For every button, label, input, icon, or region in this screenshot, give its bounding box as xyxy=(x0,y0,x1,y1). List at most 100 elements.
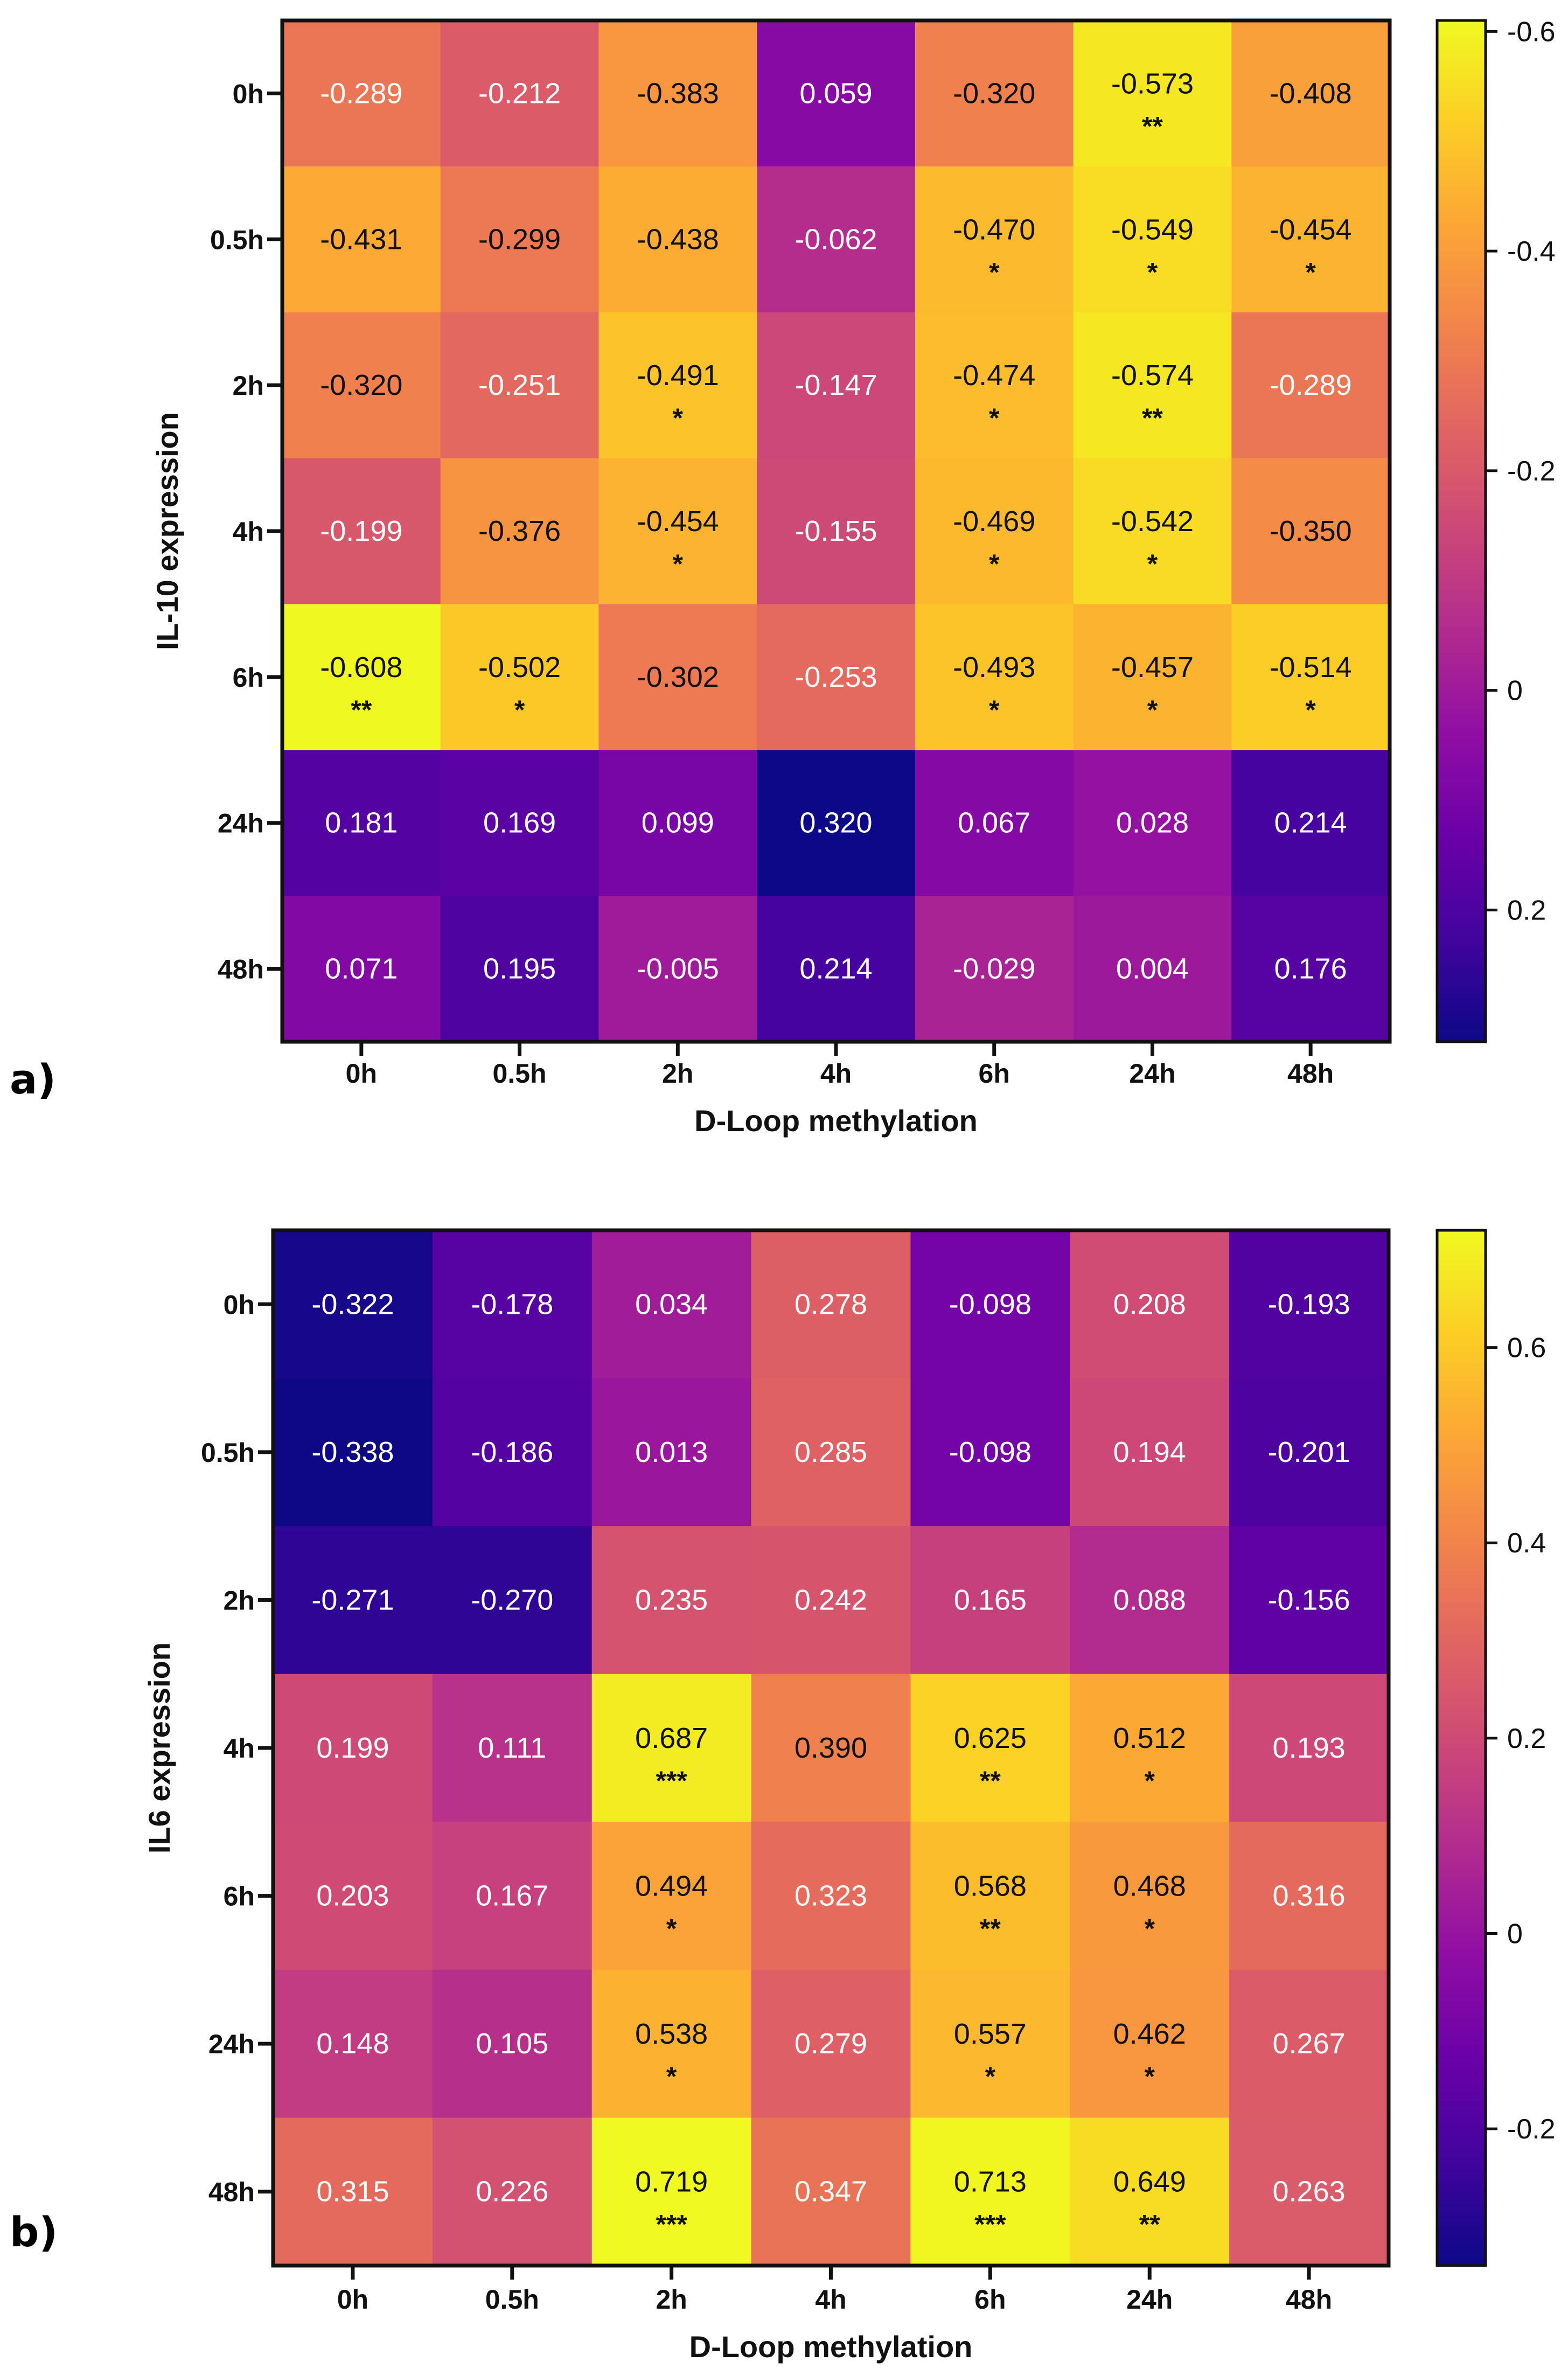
heatmap-cell xyxy=(915,458,1074,604)
heatmap-cell xyxy=(598,604,757,750)
heatmap-cell xyxy=(910,1526,1070,1675)
significance-marker: *** xyxy=(656,1766,687,1796)
heatmap-cell xyxy=(598,166,757,313)
colorbar-tick-label: 0 xyxy=(1507,675,1523,707)
significance-marker: * xyxy=(673,549,684,579)
heatmap-cell xyxy=(757,20,916,167)
heatmap-cell xyxy=(1229,1969,1389,2118)
heatmap-cell xyxy=(282,312,441,459)
cell-value-label: 0.195 xyxy=(483,953,556,985)
y-tick-label: 6h xyxy=(224,1882,255,1912)
cell-value-label: 0.067 xyxy=(958,807,1030,839)
cell-value-label: 0.649 xyxy=(1113,2166,1186,2198)
cell-value-label: 0.148 xyxy=(316,2027,389,2060)
y-tick-label: 2h xyxy=(233,371,264,401)
heatmap-cell xyxy=(440,458,599,604)
significance-marker: * xyxy=(1147,549,1158,579)
cell-value-label: 0.165 xyxy=(954,1584,1027,1616)
cell-value-label: -0.062 xyxy=(795,223,877,255)
y-tick-label: 6h xyxy=(233,663,264,693)
x-tick-label: 48h xyxy=(1286,2284,1332,2315)
significance-marker: * xyxy=(989,549,1000,579)
significance-marker: * xyxy=(1305,695,1316,725)
heatmap-cell xyxy=(273,1969,433,2118)
cell-value-label: -0.201 xyxy=(1268,1436,1350,1468)
heatmap-cell xyxy=(1073,750,1232,896)
colorbar-tick-label: 0 xyxy=(1507,1919,1523,1950)
cell-value-label: 0.347 xyxy=(795,2176,867,2208)
cell-value-label: 0.316 xyxy=(1273,1880,1346,1912)
panel-label: b) xyxy=(10,2208,58,2256)
y-tick-label: 4h xyxy=(233,517,264,547)
cell-value-label: -0.573 xyxy=(1111,67,1194,100)
heatmap-cell xyxy=(598,20,757,167)
heatmap-cell xyxy=(751,1230,911,1379)
cell-value-label: 0.687 xyxy=(635,1722,708,1754)
heatmap-cell xyxy=(751,1378,911,1527)
y-tick-label: 2h xyxy=(224,1585,255,1615)
heatmap-cell xyxy=(910,1230,1070,1379)
heatmap-cell xyxy=(1231,20,1390,167)
cell-value-label: 0.390 xyxy=(795,1732,867,1764)
significance-marker: * xyxy=(1147,695,1158,725)
heatmap-cell xyxy=(440,166,599,313)
x-tick-label: 2h xyxy=(662,1058,693,1089)
y-axis-title: IL-10 expression xyxy=(150,412,184,650)
significance-marker: * xyxy=(985,2061,996,2092)
heatmap-cell xyxy=(273,2117,433,2266)
cell-value-label: 0.169 xyxy=(483,807,556,839)
heatmap-cell xyxy=(1229,1526,1389,1675)
heatmap-cell xyxy=(751,1674,911,1822)
cell-value-label: 0.167 xyxy=(476,1880,548,1912)
x-tick-label: 0h xyxy=(337,2284,368,2315)
heatmap-cell xyxy=(440,896,599,1042)
cell-value-label: 0.193 xyxy=(1273,1732,1346,1764)
heatmap-cell xyxy=(1070,1969,1230,2118)
heatmap-cell xyxy=(432,1969,593,2118)
heatmap-cell xyxy=(1073,458,1232,604)
cell-value-label: -0.271 xyxy=(311,1584,394,1616)
heatmap-cell xyxy=(915,312,1074,459)
significance-marker: * xyxy=(989,403,1000,433)
heatmap-cell xyxy=(598,312,757,459)
cell-value-label: -0.350 xyxy=(1270,515,1352,547)
cell-value-label: 0.203 xyxy=(316,1880,389,1912)
cell-value-label: 0.181 xyxy=(325,807,398,839)
heatmap-cell xyxy=(282,604,441,750)
heatmap-cell xyxy=(915,604,1074,750)
cell-value-label: 0.071 xyxy=(325,953,398,985)
heatmap-cell xyxy=(915,166,1074,313)
heatmap-cell xyxy=(432,1822,593,1970)
heatmap-cell xyxy=(910,1822,1070,1970)
heatmap-cell xyxy=(591,1230,752,1379)
heatmap-cell xyxy=(1229,1822,1389,1970)
y-tick-label: 0h xyxy=(233,79,264,109)
heatmap-cell xyxy=(751,2117,911,2266)
cell-value-label: -0.156 xyxy=(1268,1584,1350,1616)
heatmap-cell xyxy=(757,896,916,1042)
colorbar-tick-label: 0.2 xyxy=(1507,1723,1546,1754)
cell-value-label: -0.299 xyxy=(478,223,561,255)
x-tick-label: 4h xyxy=(820,1058,852,1089)
heatmap-cell xyxy=(591,1969,752,2118)
x-tick-label: 24h xyxy=(1126,2284,1173,2315)
cell-value-label: 0.214 xyxy=(799,953,872,985)
cell-value-label: -0.289 xyxy=(320,77,402,109)
heatmap-cell xyxy=(440,312,599,459)
cell-value-label: 0.557 xyxy=(954,2018,1027,2050)
heatmap-cell xyxy=(910,1674,1070,1822)
x-tick-label: 48h xyxy=(1287,1058,1334,1089)
cell-value-label: -0.493 xyxy=(953,651,1035,684)
heatmap-cell xyxy=(751,1822,911,1970)
cell-value-label: -0.199 xyxy=(320,515,402,547)
cell-value-label: -0.322 xyxy=(311,1288,394,1320)
heatmap-cell xyxy=(757,750,916,896)
significance-marker: * xyxy=(514,695,525,725)
heatmap-cell xyxy=(432,1230,593,1379)
cell-value-label: 0.194 xyxy=(1113,1436,1186,1468)
significance-marker: * xyxy=(673,403,684,433)
cell-value-label: 0.285 xyxy=(795,1436,867,1468)
heatmap-cell xyxy=(1231,166,1390,313)
heatmap-cell xyxy=(591,1674,752,1822)
cell-value-label: 0.315 xyxy=(316,2176,389,2208)
